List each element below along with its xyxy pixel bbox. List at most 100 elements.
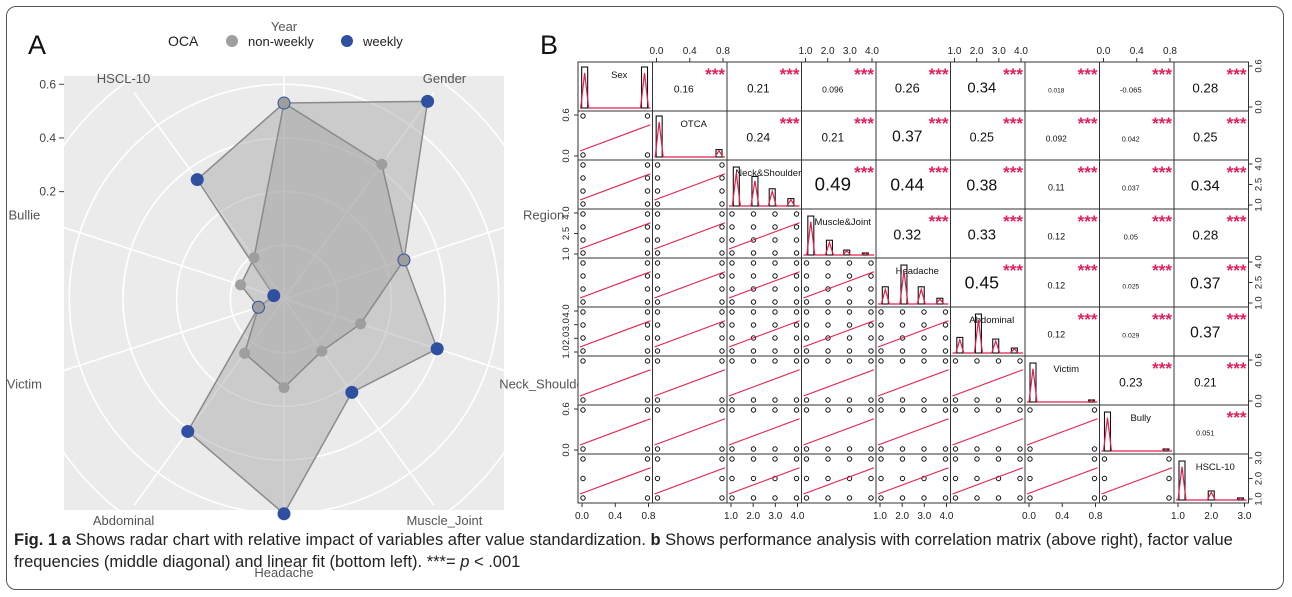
- scatter-point: [772, 211, 778, 217]
- scatter-point: [580, 495, 586, 501]
- linear-fit-line: [579, 173, 651, 201]
- linear-fit-line: [654, 320, 726, 348]
- scatter-point: [654, 237, 661, 243]
- scatter-point: [1091, 475, 1098, 482]
- significance-stars: ***: [1227, 212, 1247, 231]
- matrix-cell: [875, 61, 951, 112]
- radar-point-weekly: [267, 289, 281, 303]
- radar-point-weekly: [181, 424, 195, 438]
- scatter-point: [793, 309, 800, 315]
- scatter-point: [1166, 475, 1172, 482]
- correlation-value: 0.26: [895, 80, 920, 95]
- scatter-point: [793, 237, 800, 243]
- matrix-cell: [1173, 404, 1249, 455]
- scatter-point: [868, 273, 874, 279]
- scatter-point: [878, 397, 884, 403]
- diagonal-histogram-bar: [732, 166, 740, 207]
- diagonal-variable-label: Victim: [1053, 364, 1079, 375]
- diagonal-histogram-bar: [768, 188, 776, 207]
- scatter-point: [772, 348, 778, 354]
- linear-fit-line: [579, 271, 651, 299]
- matrix-cell: [652, 61, 728, 112]
- diagonal-variable-label: Headache: [896, 266, 939, 277]
- radar-axis-label: Gender: [423, 71, 467, 86]
- correlation-value: 0.37: [1190, 324, 1220, 341]
- scatter-point: [644, 211, 651, 217]
- scatter-point: [846, 286, 853, 292]
- significance-stars: ***: [780, 65, 800, 84]
- significance-stars: ***: [929, 212, 949, 231]
- scatter-point: [580, 152, 586, 158]
- legend-label-weekly: weekly: [362, 34, 403, 49]
- scatter-point: [952, 358, 959, 364]
- scatter-point: [952, 456, 959, 462]
- scatter-point: [719, 175, 725, 181]
- scatter-point: [644, 260, 651, 266]
- matrix-cell: [726, 257, 802, 308]
- scatter-point: [654, 322, 661, 328]
- scatter-point: [803, 299, 810, 305]
- significance-stars: ***: [1003, 114, 1023, 133]
- scatter-point: [1101, 495, 1108, 501]
- matrix-cell: [875, 306, 951, 357]
- scatter-point: [729, 322, 735, 328]
- linear-fit-line: [877, 418, 949, 446]
- caption-a: a: [61, 531, 71, 549]
- scatter-point: [772, 446, 778, 452]
- right-axis-tick-label: 2.5: [1254, 276, 1265, 289]
- diagonal-density-curve: [878, 270, 949, 305]
- scatter-point: [825, 273, 831, 279]
- scatter-point: [803, 495, 810, 501]
- left-axis-tick-label: 4.0: [561, 206, 572, 219]
- scatter-point: [750, 273, 757, 279]
- scatter-point: [719, 456, 725, 462]
- scatter-point: [942, 348, 949, 354]
- diagonal-variable-label: Abdominal: [969, 315, 1014, 326]
- scatter-point: [921, 309, 927, 315]
- linear-fit-line: [654, 467, 726, 495]
- scatter-point: [772, 260, 778, 266]
- scatter-point: [719, 358, 725, 364]
- scatter-point: [729, 286, 735, 292]
- left-axis-tick-label: 4.0: [561, 304, 572, 317]
- matrix-cell: [801, 404, 877, 455]
- correlation-value: 0.33: [968, 227, 996, 243]
- matrix-cell: [801, 306, 877, 357]
- scatter-point: [952, 495, 959, 501]
- scatter-point: [719, 495, 725, 501]
- matrix-cell: [577, 355, 653, 406]
- linear-fit-line: [728, 467, 800, 495]
- bottom-axis-tick-label: 0.0: [1022, 511, 1036, 522]
- matrix-cell: [801, 159, 877, 210]
- radar-point-weekly: [345, 385, 359, 399]
- radar-point-weekly: [190, 173, 204, 187]
- scatter-point: [793, 348, 800, 354]
- scatter-point: [1166, 456, 1172, 462]
- scatter-point: [899, 348, 906, 354]
- significance-stars: ***: [929, 65, 949, 84]
- left-axis-tick-label: 3.0: [561, 318, 572, 331]
- scatter-point: [750, 250, 757, 256]
- diagonal-histogram-bar: [1103, 411, 1112, 452]
- correlation-value: 0.05: [1124, 232, 1138, 241]
- scatter-point: [750, 286, 757, 292]
- significance-stars: ***: [854, 114, 874, 133]
- scatter-point: [995, 446, 1002, 452]
- scatter-point: [868, 348, 874, 354]
- diagonal-variable-label: OTCA: [681, 119, 708, 130]
- scatter-point: [846, 407, 853, 413]
- scatter-point: [1017, 358, 1023, 364]
- scatter-point: [825, 309, 831, 315]
- scatter-point: [772, 358, 778, 364]
- correlation-matrix: Sex OTCA Neck&Shoulder Muscle&Joint Headache…: [561, 46, 1265, 522]
- scatter-point: [825, 299, 831, 305]
- linear-fit-line: [654, 271, 726, 299]
- scatter-point: [580, 113, 586, 119]
- scatter-point: [952, 475, 959, 482]
- radar-point-non-weekly: [278, 97, 290, 109]
- scatter-point: [644, 322, 651, 328]
- scatter-point: [654, 175, 661, 181]
- scatter-point: [750, 309, 757, 315]
- scatter-point: [899, 475, 906, 482]
- radar-axis-label: Region: [523, 208, 564, 223]
